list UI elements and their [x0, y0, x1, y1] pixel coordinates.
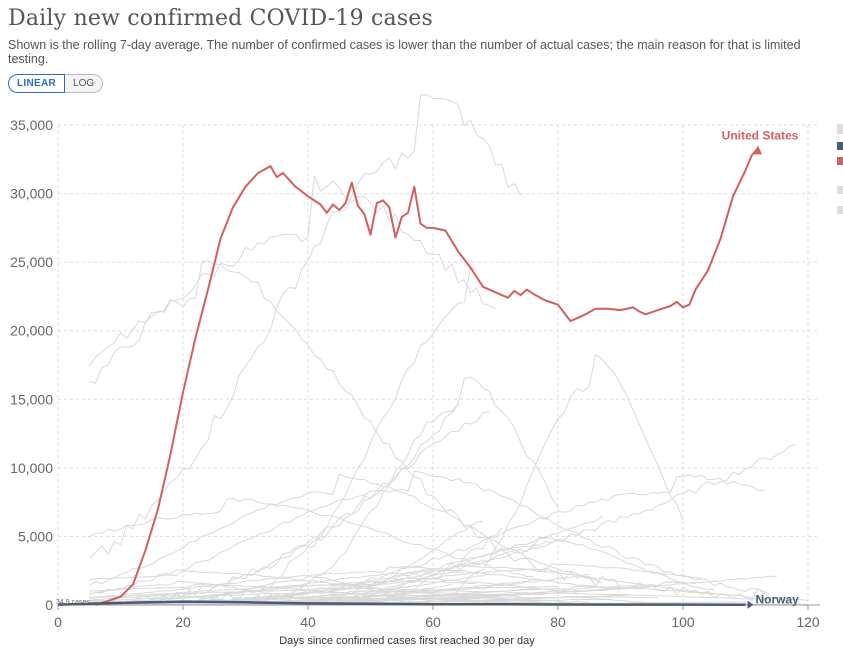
background-country-line [89, 590, 521, 602]
chart-title: Daily new confirmed COVID-19 cases [8, 6, 434, 31]
background-country-line [89, 596, 658, 605]
norway-label: Norway [756, 593, 800, 607]
background-country-line [89, 353, 684, 606]
background-country-line [89, 566, 621, 599]
x-axis-ticks: 0 20 40 60 80 100 120 [54, 605, 820, 630]
x-axis-label: Days since confirmed cases first reached… [279, 635, 535, 647]
threshold-label: 34.9 cases [56, 599, 90, 606]
background-country-line [89, 175, 496, 384]
log-scale-button[interactable]: LOG [65, 74, 104, 93]
x-tick-label: 40 [300, 614, 316, 630]
background-country-line [89, 587, 490, 598]
chart-subtitle: Shown is the rolling 7-day average. The … [8, 38, 801, 66]
background-country-line [89, 376, 559, 606]
x-tick-label: 20 [175, 614, 191, 630]
linear-scale-button[interactable]: LINEAR [8, 74, 66, 93]
x-tick-label: 80 [550, 614, 566, 630]
background-country-line [89, 470, 771, 596]
highlighted-series: United States Norway [57, 128, 800, 609]
x-tick-label: 100 [671, 614, 695, 630]
background-country-line [89, 403, 459, 606]
y-tick-label: 30,000 [10, 186, 53, 202]
scale-toggle: LINEAR LOG [8, 74, 104, 93]
y-tick-label: 15,000 [10, 391, 53, 407]
y-axis-ticks: 0 5,000 10,000 15,000 20,000 25,000 30,000 35,0… [10, 117, 53, 613]
y-tick-label: 10,000 [10, 460, 53, 476]
united-states-arrow [754, 145, 762, 155]
background-country-line [89, 515, 603, 606]
united-states-line[interactable] [95, 147, 759, 606]
x-tick-label: 0 [54, 614, 62, 630]
x-tick-label: 60 [425, 614, 441, 630]
legend-stub-gray [837, 124, 843, 134]
x-tick-label: 120 [796, 614, 820, 630]
legend-stub-gray-3 [837, 206, 843, 214]
background-country-line [89, 473, 603, 587]
norway-arrow [747, 600, 754, 609]
y-tick-label: 0 [45, 597, 53, 613]
background-country-lines [88, 94, 809, 606]
gridlines [57, 124, 820, 605]
background-country-line [88, 94, 521, 560]
y-tick-label: 5,000 [18, 528, 53, 544]
y-tick-label: 20,000 [10, 323, 53, 339]
y-tick-label: 35,000 [10, 117, 53, 133]
united-states-label: United States [722, 128, 799, 142]
norway-line[interactable] [57, 600, 746, 606]
y-tick-label: 25,000 [10, 254, 53, 270]
legend-stub-gray-2 [837, 186, 843, 194]
background-country-line [88, 260, 771, 602]
legend-stub-red [837, 157, 843, 165]
legend-stub-navy [837, 142, 843, 150]
